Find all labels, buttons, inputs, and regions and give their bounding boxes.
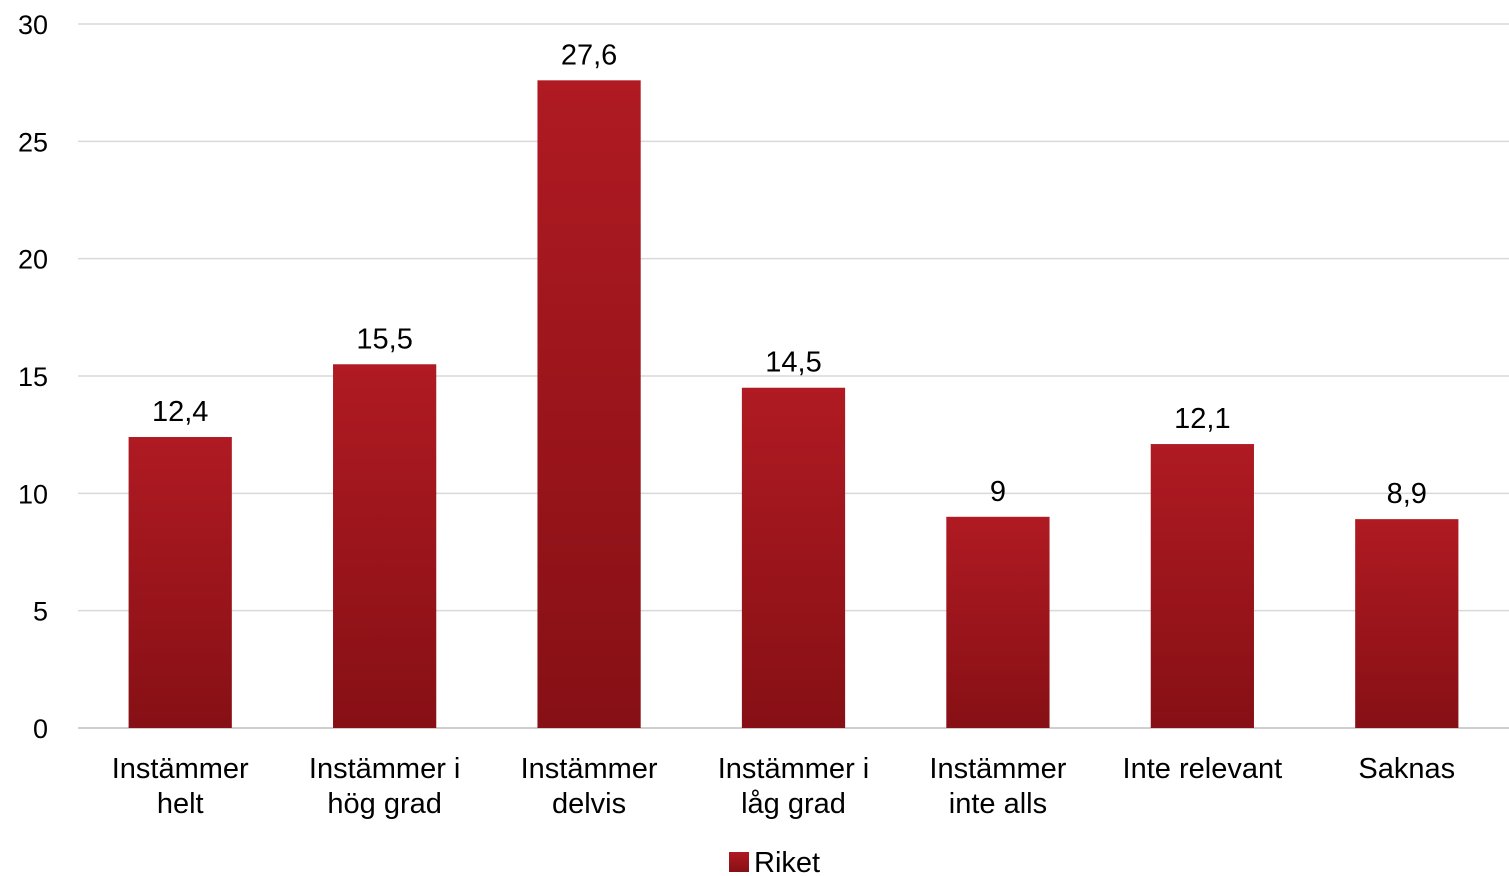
y-tick-label: 30 <box>18 10 48 40</box>
x-tick-label: Instämmer inte alls <box>929 753 1066 820</box>
data-label: 12,4 <box>152 396 208 428</box>
bar <box>537 80 641 728</box>
legend-swatch <box>729 852 749 872</box>
data-label: 8,9 <box>1387 478 1427 510</box>
data-label: 27,6 <box>561 39 617 71</box>
bar <box>128 437 232 728</box>
x-tick-label: Inte relevant <box>1123 753 1283 785</box>
x-tick-label: Saknas <box>1358 753 1455 785</box>
y-tick-label: 20 <box>18 245 48 275</box>
data-labels: 12,4 15,5 27,6 14,5 9 12,1 8,9 <box>152 39 1427 510</box>
data-label: 15,5 <box>356 323 412 355</box>
x-tick-label: Instämmer i låg grad <box>718 753 869 820</box>
bars <box>128 80 1459 728</box>
y-tick-label: 10 <box>18 479 48 509</box>
y-tick-label: 5 <box>33 597 48 627</box>
x-tick-label: Instämmer delvis <box>521 753 658 820</box>
legend: Riket <box>729 847 820 876</box>
bar <box>946 516 1050 728</box>
y-axis: 0 5 10 15 20 25 30 <box>18 10 48 744</box>
bar <box>1150 444 1254 728</box>
x-axis: Instämmer helt Instämmer i hög grad Instämme… <box>112 753 1455 820</box>
x-tick-label: Instämmer helt <box>112 753 249 820</box>
data-label: 14,5 <box>765 347 821 379</box>
x-tick-label: Instämmer i hög grad <box>309 753 460 820</box>
bar <box>1355 519 1459 728</box>
bar <box>741 387 846 728</box>
legend-label-riket: Riket <box>754 847 820 876</box>
y-tick-label: 25 <box>18 127 48 157</box>
y-tick-label: 0 <box>33 714 48 744</box>
data-label: 9 <box>990 476 1006 508</box>
bar <box>333 364 437 728</box>
y-tick-label: 15 <box>18 362 48 392</box>
data-label: 12,1 <box>1174 403 1230 435</box>
